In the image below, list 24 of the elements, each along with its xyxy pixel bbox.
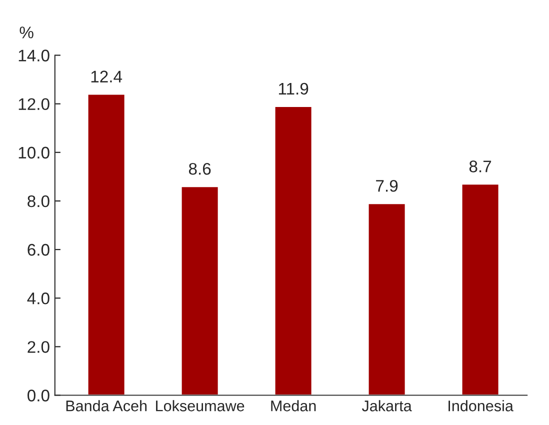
y-tick-label: 6.0	[28, 244, 50, 256]
x-tick-label: Medan	[271, 400, 316, 412]
x-tick-label: Jakarta	[362, 400, 412, 412]
bar	[460, 183, 500, 396]
data-label: 11.9	[278, 82, 308, 95]
data-label: 8.6	[188, 162, 211, 175]
y-tick-label: 14.0	[18, 50, 50, 62]
data-label: 8.7	[469, 160, 492, 172]
data-label: 7.9	[376, 180, 398, 192]
bar	[367, 202, 406, 396]
x-tick-label: Lokseumawe	[156, 400, 244, 412]
x-tick-label: Banda Aceh	[66, 400, 147, 412]
y-axis-title: %	[20, 26, 34, 38]
bar	[180, 186, 220, 396]
bar	[274, 106, 313, 396]
x-tick-label: Indonesia	[448, 400, 514, 412]
data-label: 12.4	[91, 70, 122, 82]
y-tick-label: 8.0	[28, 195, 50, 208]
y-tick-label: 4.0	[27, 292, 50, 304]
y-tick-label: 12.0	[18, 98, 50, 110]
y-tick-label: 10.0	[18, 146, 50, 159]
y-tick-label: 2.0	[28, 341, 50, 353]
bar	[86, 93, 126, 396]
y-tick-label: 0.0	[28, 390, 50, 402]
